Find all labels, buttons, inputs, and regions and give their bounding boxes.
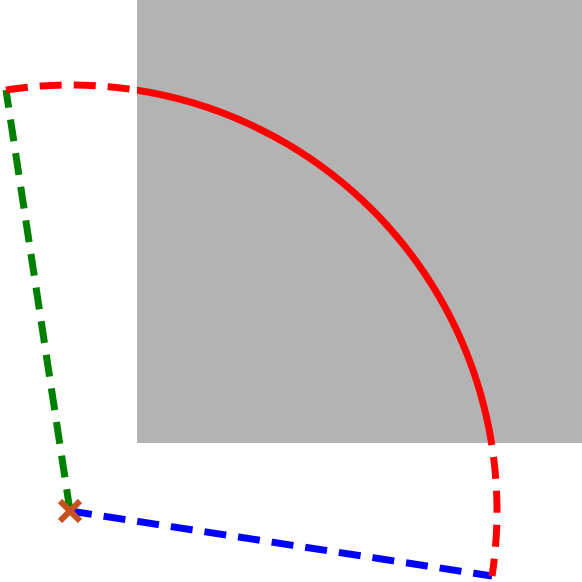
green-edge bbox=[2, 89, 74, 512]
blue-edge bbox=[69, 507, 493, 580]
marker-stroke bbox=[57, 498, 83, 524]
center-marker bbox=[57, 498, 83, 524]
arc-dashed bbox=[5, 81, 501, 577]
gray-region bbox=[137, 0, 582, 443]
arc-solid bbox=[137, 86, 496, 443]
